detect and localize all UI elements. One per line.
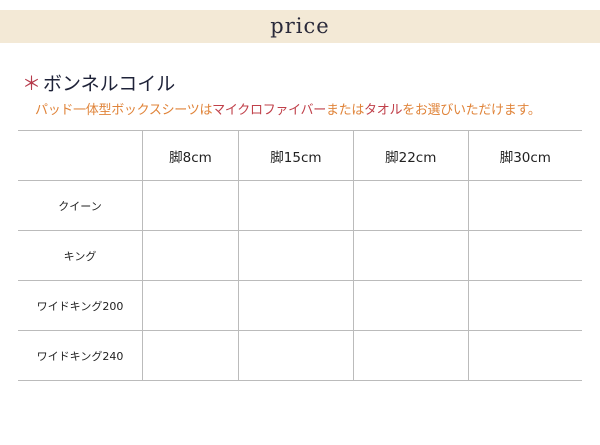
price-table: 脚8cm 脚15cm 脚22cm 脚30cm クイーン キング ワイドキング20…: [18, 130, 582, 381]
price-cell: [237, 180, 354, 231]
price-cell: [352, 280, 469, 331]
price-cell: [467, 230, 582, 281]
table-row: クイーン: [18, 180, 582, 231]
header-leg-30: 脚30cm: [467, 130, 582, 181]
price-cell: [142, 180, 239, 231]
table-row: ワイドキング200: [18, 280, 582, 331]
row-label: クイーン: [18, 180, 143, 231]
section-heading: ＊ボンネルコイル: [22, 69, 175, 96]
price-cell: [352, 330, 469, 381]
price-cell: [142, 280, 239, 331]
price-cell: [237, 280, 354, 331]
price-cell: [467, 330, 582, 381]
note-text: パッド一体型ボックスシーツはマイクロファイバーまたはタオルをお選びいただけます。: [35, 99, 541, 118]
price-cell: [142, 330, 239, 381]
price-cell: [352, 230, 469, 281]
row-label: キング: [18, 230, 143, 281]
section-title: ボンネルコイル: [43, 73, 176, 95]
header-leg-8: 脚8cm: [142, 130, 239, 181]
price-cell: [237, 330, 354, 381]
row-label: ワイドキング240: [18, 330, 143, 381]
note-part: または: [325, 103, 365, 118]
price-cell: [237, 230, 354, 281]
row-label: ワイドキング200: [18, 280, 143, 331]
table-row: キング: [18, 230, 582, 281]
table-row: ワイドキング240: [18, 330, 582, 381]
note-highlight: タオル: [364, 103, 403, 118]
note-part: パッド一体型ボックスシーツは: [35, 103, 213, 118]
note-highlight: マイクロファイバー: [212, 103, 326, 118]
note-part: をお選びいただけます。: [402, 103, 541, 118]
price-cell: [142, 230, 239, 281]
price-cell: [467, 180, 582, 231]
header-leg-15: 脚15cm: [237, 130, 354, 181]
header-corner: [18, 130, 143, 181]
header-leg-22: 脚22cm: [352, 130, 469, 181]
price-cell: [467, 280, 582, 331]
table-header-row: 脚8cm 脚15cm 脚22cm 脚30cm: [18, 130, 582, 181]
asterisk-icon: ＊: [22, 73, 42, 95]
price-cell: [352, 180, 469, 231]
price-banner: price: [0, 10, 600, 43]
